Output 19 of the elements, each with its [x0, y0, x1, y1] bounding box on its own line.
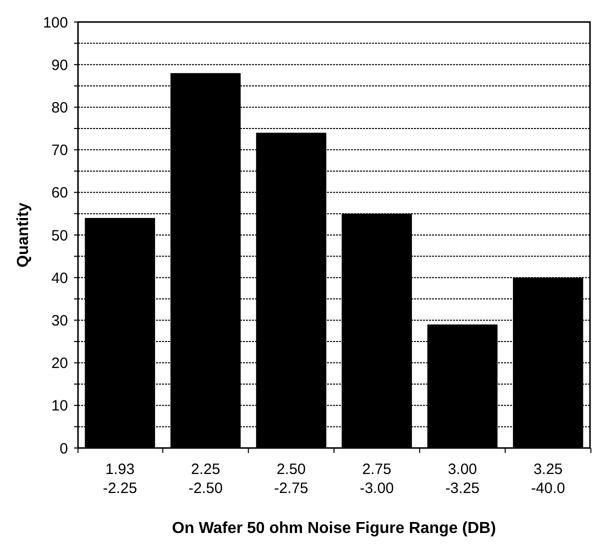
y-tick-label: 40: [51, 270, 68, 287]
y-tick-label: 100: [42, 14, 68, 32]
y-tick-label: 20: [51, 355, 68, 372]
x-axis-title: On Wafer 50 ohm Noise Figure Range (DB): [172, 520, 496, 537]
y-tick-label: 90: [51, 56, 68, 74]
x-tick-label: 2.25 -2.50: [188, 461, 223, 497]
y-tick-label: 10: [51, 398, 68, 415]
x-tick-label: 3.25 -40.0: [530, 461, 566, 497]
x-tick-label: 2.50 -2.75: [274, 461, 308, 497]
y-tick-label: 70: [51, 142, 68, 160]
y-tick-label: 30: [51, 312, 68, 330]
x-tick-label: 2.75 -3.00: [360, 461, 394, 497]
y-tick-label: 80: [51, 99, 68, 116]
y-tick-label: 60: [51, 184, 68, 202]
y-tick-label: 50: [51, 227, 68, 244]
y-axis-title: Quantity: [15, 202, 32, 268]
y-tick-label: 0: [60, 440, 68, 458]
x-tick-label: 3.00 -3.25: [445, 461, 480, 497]
x-tick-label: 1.93 -2.25: [102, 461, 138, 497]
